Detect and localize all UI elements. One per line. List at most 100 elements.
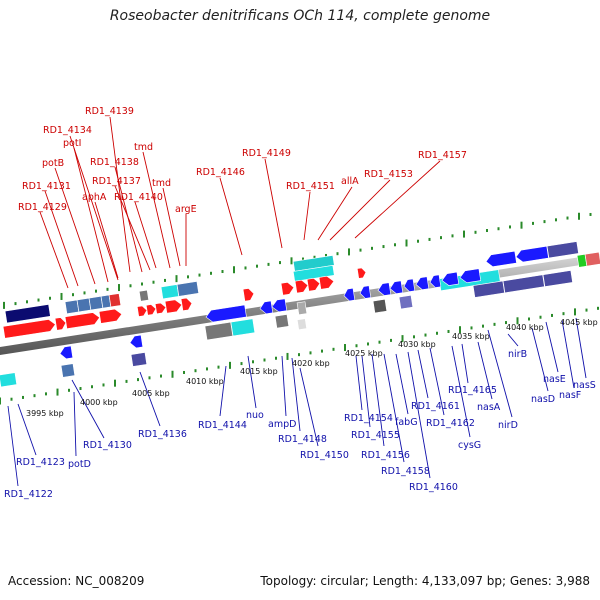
kbp-label: 4035 kbp bbox=[452, 332, 490, 341]
gene-feature bbox=[343, 287, 356, 302]
minor-tick bbox=[543, 220, 546, 224]
gene-feature bbox=[271, 298, 288, 313]
minor-tick bbox=[102, 383, 105, 387]
minor-tick bbox=[37, 298, 40, 302]
gene-block bbox=[472, 280, 505, 298]
minor-tick bbox=[355, 344, 358, 348]
gene-label: RD1_4130 bbox=[83, 440, 132, 451]
gene-feature bbox=[294, 279, 309, 294]
minor-tick bbox=[164, 278, 166, 282]
gene-feature bbox=[180, 297, 193, 312]
kbp-label: 3995 kbp bbox=[26, 409, 64, 418]
gene-labels: RD1_4139 RD1_4134 potI potB RD1_4131 RD1_4129… bbox=[4, 106, 596, 500]
gene-feature bbox=[59, 345, 74, 360]
gene-feature bbox=[129, 334, 144, 349]
leader-line bbox=[461, 343, 469, 384]
gene-feature bbox=[242, 288, 255, 302]
gene-feature bbox=[398, 294, 414, 310]
gene-label: nuo bbox=[246, 410, 264, 421]
gene-feature bbox=[584, 251, 600, 267]
leader-line bbox=[299, 367, 319, 447]
gene-feature bbox=[296, 318, 308, 331]
minor-tick bbox=[10, 397, 13, 401]
gene-feature bbox=[4, 304, 51, 324]
minor-tick bbox=[325, 253, 327, 257]
gene-features bbox=[0, 241, 600, 388]
gene-arrow-forward bbox=[64, 312, 101, 330]
minor-tick bbox=[486, 229, 488, 233]
major-tick bbox=[344, 344, 346, 352]
major-tick bbox=[229, 361, 231, 369]
minor-tick bbox=[394, 243, 396, 247]
minor-tick bbox=[359, 248, 362, 252]
tick-track-outer bbox=[3, 212, 592, 309]
gene-block bbox=[0, 372, 18, 388]
leader-line bbox=[142, 151, 171, 269]
gene-feature bbox=[88, 295, 104, 311]
gene-label: RD1_4162 bbox=[426, 418, 475, 429]
minor-tick bbox=[160, 374, 162, 378]
gene-label: RD1_4146 bbox=[196, 167, 245, 178]
gene-arrow-forward bbox=[294, 279, 309, 294]
minor-tick bbox=[279, 261, 281, 265]
leader-line bbox=[371, 353, 385, 447]
gene-arrow-forward bbox=[2, 319, 56, 339]
minor-tick bbox=[302, 257, 304, 261]
kbp-label: 4015 kbp bbox=[240, 367, 278, 376]
gene-arrow-reverse bbox=[389, 280, 404, 294]
gene-label: RD1_4153 bbox=[364, 169, 413, 180]
kbp-label: 4010 kbp bbox=[186, 377, 224, 386]
leader-line bbox=[507, 333, 519, 347]
kbp-label: 4025 kbp bbox=[345, 349, 383, 358]
gene-label: RD1_4122 bbox=[4, 489, 53, 500]
gene-label: RD1_4151 bbox=[286, 181, 335, 192]
gene-block bbox=[296, 318, 308, 331]
gene-feature bbox=[415, 276, 430, 290]
tick-track-inner bbox=[0, 306, 599, 405]
gene-block bbox=[584, 251, 600, 267]
gene-label: nirB bbox=[508, 349, 527, 360]
gene-arrow-reverse bbox=[441, 271, 460, 286]
gene-feature bbox=[292, 265, 335, 282]
gene-label: allA bbox=[341, 176, 359, 187]
gene-label: aphA bbox=[82, 192, 107, 203]
gene-block bbox=[372, 298, 388, 314]
leader-line bbox=[134, 201, 157, 269]
gene-label: RD1_4134 bbox=[43, 125, 92, 136]
leader-line bbox=[395, 353, 409, 415]
gene-label: RD1_4155 bbox=[351, 430, 400, 441]
kbp-tick-labels: 3995 kbp 4000 kbp 4005 kbp 4010 kbp 4015 kbp… bbox=[26, 318, 598, 418]
kbp-label: 4040 kbp bbox=[506, 323, 544, 332]
gene-arrow-reverse bbox=[271, 298, 288, 313]
kbp-label: 4020 kbp bbox=[292, 359, 330, 368]
minor-tick bbox=[551, 313, 553, 317]
gene-arrow-forward bbox=[98, 308, 123, 324]
major-tick bbox=[520, 221, 523, 229]
leader-line bbox=[114, 185, 151, 271]
gene-feature bbox=[359, 285, 372, 299]
leader-line bbox=[303, 191, 311, 241]
leader-line bbox=[281, 355, 287, 417]
gene-label: cysG bbox=[458, 440, 481, 451]
leader-line bbox=[39, 211, 69, 289]
minor-tick bbox=[321, 349, 323, 353]
gene-block bbox=[138, 289, 150, 302]
gene-arrow-forward bbox=[164, 299, 183, 314]
gene-arrow-reverse bbox=[515, 245, 549, 263]
gene-feature bbox=[377, 282, 392, 296]
gene-label: nirD bbox=[498, 420, 518, 431]
gene-label: potI bbox=[63, 138, 81, 149]
gene-feature bbox=[542, 270, 573, 287]
minor-tick bbox=[26, 300, 28, 304]
gene-arrow-forward bbox=[280, 282, 295, 296]
gene-label: RD1_4161 bbox=[411, 401, 460, 412]
gene-arrow-reverse bbox=[343, 287, 356, 302]
minor-tick bbox=[424, 333, 427, 337]
gene-label: argE bbox=[175, 204, 197, 215]
leader-line bbox=[109, 116, 131, 273]
gene-block bbox=[130, 352, 148, 367]
leader-line bbox=[487, 329, 513, 418]
gene-block bbox=[502, 274, 545, 294]
minor-tick bbox=[141, 282, 143, 286]
minor-tick bbox=[367, 342, 369, 346]
